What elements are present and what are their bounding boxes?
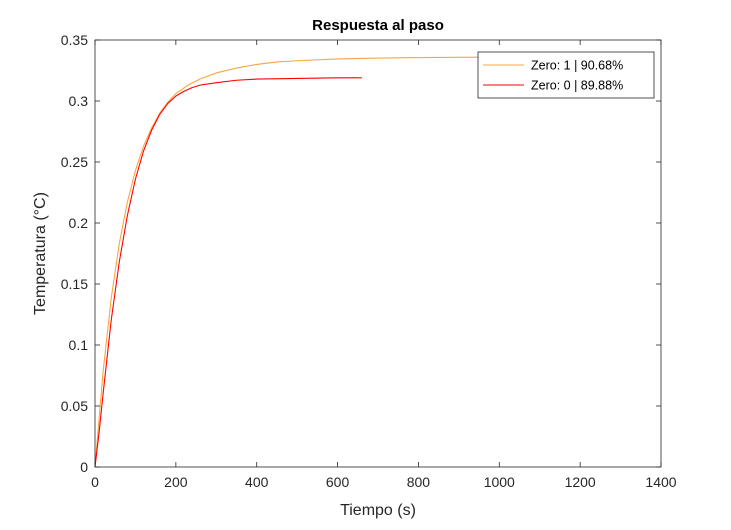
chart-title: Respuesta al paso [312,17,444,34]
y-tick-label: 0.25 [61,154,88,170]
y-tick-label: 0.15 [61,276,88,292]
ticks-layer: 0 200 400 600 800 1000 1200 1400 0 0.05 0.1 0.15 0.2… [61,32,677,490]
legend-label-2: Zero: 0 | 89.88% [531,79,623,93]
x-axis-label: Tiempo (s) [340,502,416,519]
legend-box [477,51,655,99]
x-tick-label: 800 [407,474,431,490]
legend: Zero: 1 | 90.68% Zero: 0 | 89.88% [477,51,655,99]
y-tick-label: 0.3 [69,93,89,109]
x-tick-label: 600 [326,474,350,490]
y-tick-label: 0.1 [69,337,89,353]
x-tick-label: 1200 [565,474,596,490]
y-tick-label: 0.35 [61,32,88,48]
x-tick-label: 1000 [484,474,515,490]
y-tick-label: 0.05 [61,398,88,414]
axes-box [94,39,662,468]
y-axis-label: Temperatura (°C) [32,192,49,315]
x-tick-label: 0 [91,474,99,490]
x-tick-label: 1400 [645,474,676,490]
legend-label-1: Zero: 1 | 90.68% [531,59,623,73]
curves-layer [94,56,500,468]
series-line-1 [94,56,500,468]
plot-area [95,40,661,467]
y-tick-label: 0.2 [69,215,89,231]
series-line-2 [94,77,362,468]
x-tick-label: 400 [245,474,269,490]
y-tick-label: 0 [80,459,88,475]
x-tick-label: 200 [164,474,188,490]
